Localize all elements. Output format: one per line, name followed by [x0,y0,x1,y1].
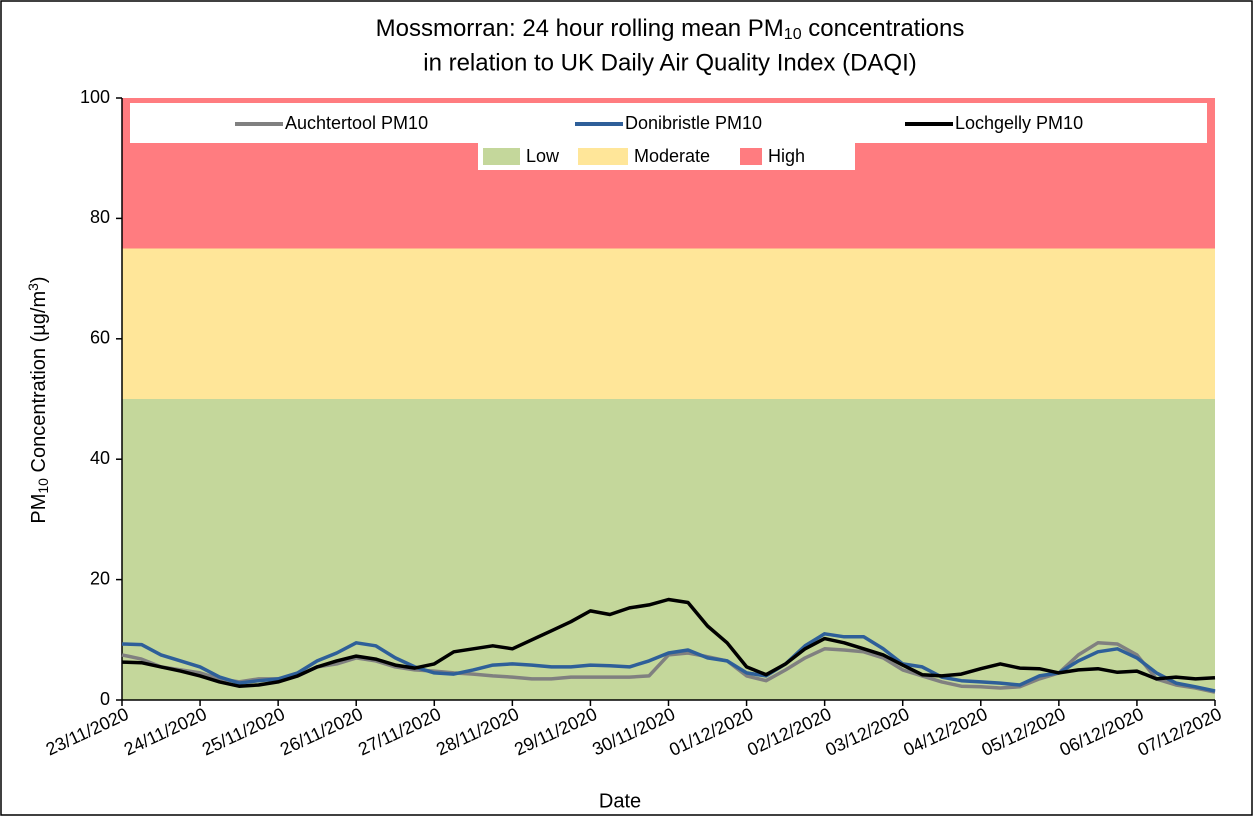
legend-label: High [768,146,805,166]
chart-title: Mossmorran: 24 hour rolling mean PM10 co… [376,15,965,43]
legend-box [130,103,1207,143]
y-label-superscript: 3 [25,283,41,291]
plot-area [122,98,1215,700]
legend-label: Donibristle PM10 [625,113,762,133]
title-text: concentrations [802,15,965,42]
series-line [121,597,1216,688]
y-tick-label: 100 [80,87,110,107]
y-axis-label: PM10 Concentration (µg/m3) [25,276,51,523]
legend-swatch [578,148,628,165]
y-label-text: PM [28,494,50,524]
title-text: Mossmorran: 24 hour rolling mean PM [376,15,784,42]
y-tick-label: 80 [90,207,110,227]
y-tick-label: 60 [90,328,110,348]
legend-swatch [740,148,762,165]
series-line [121,632,1216,693]
daqi-band [122,399,1215,700]
legend-swatch [483,148,520,165]
legend-label: Low [526,146,560,166]
legend-label: Lochgelly PM10 [955,113,1083,133]
y-label-text: Concentration (µg/m [28,291,50,478]
y-label-subscript: 10 [35,478,51,494]
legend-label: Auchtertool PM10 [285,113,428,133]
y-label-text: ) [28,276,50,283]
title-subscript: 10 [784,26,802,43]
y-tick-label: 40 [90,448,110,468]
chart-subtitle: in relation to UK Daily Air Quality Inde… [423,49,917,76]
legend-label: Moderate [634,146,710,166]
y-tick-label: 20 [90,568,110,588]
legend-box [478,143,855,170]
y-tick-label: 0 [100,689,110,709]
x-axis-label: Date [599,790,641,812]
daqi-band [122,248,1215,399]
